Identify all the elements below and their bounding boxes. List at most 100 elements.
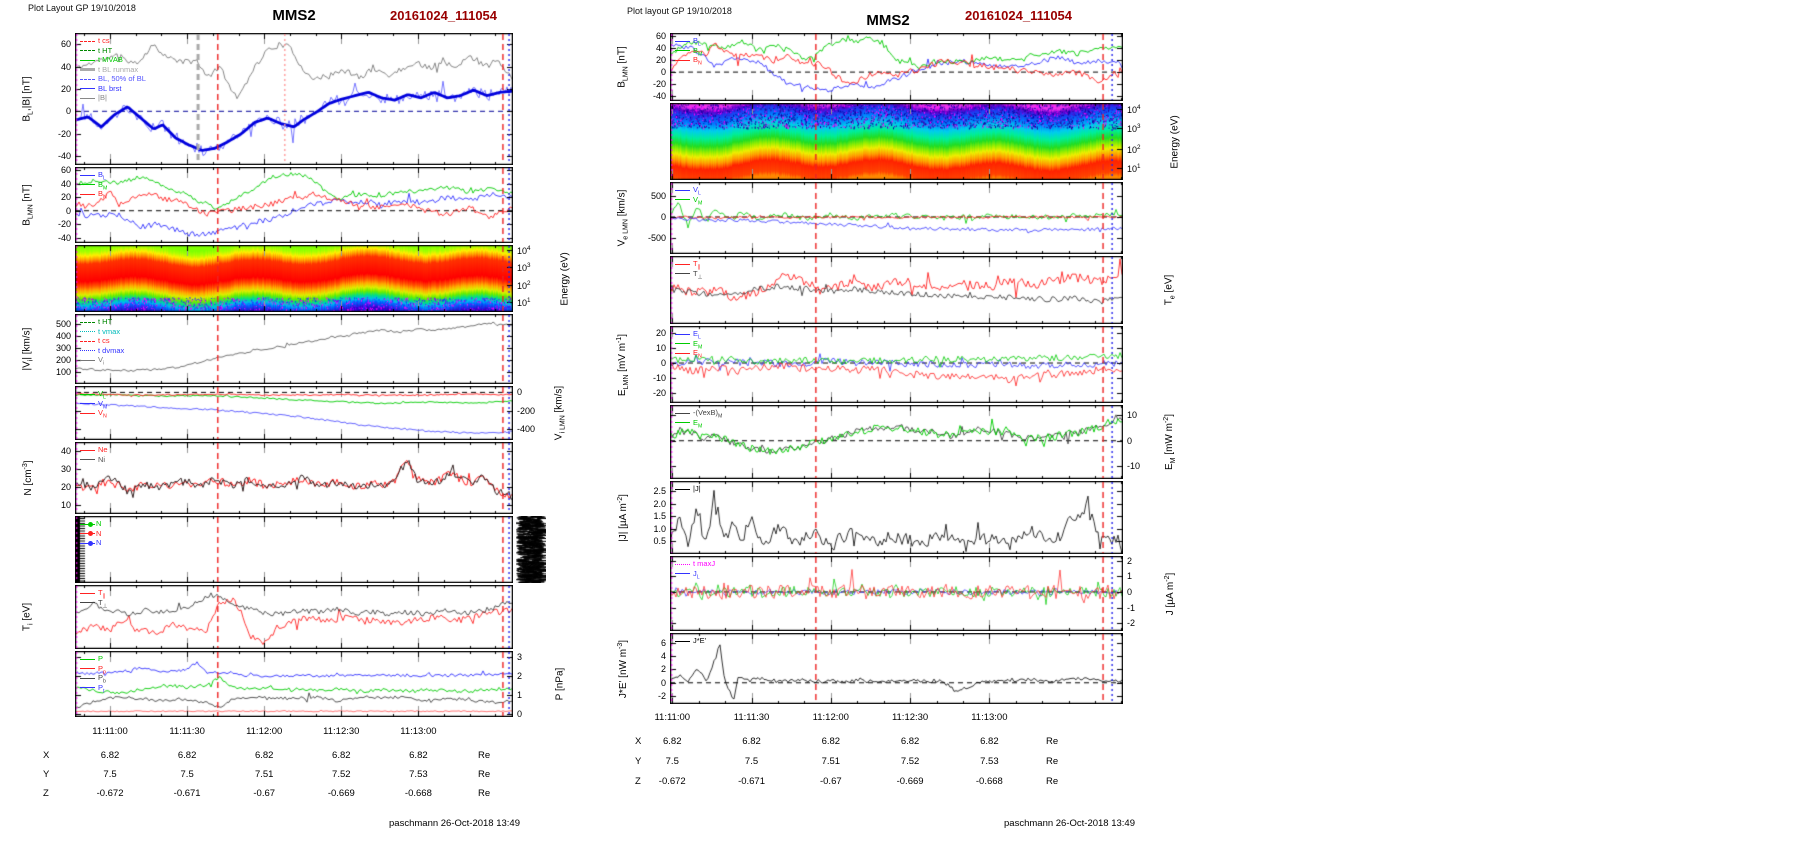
b-field-ytick: -20: [57, 128, 71, 139]
b-field-ylabel: BL,|B| [nT]: [21, 76, 35, 122]
b-lmn-legend-item: BM: [80, 180, 107, 193]
b-lmn-e-legend-item: BM: [675, 46, 702, 59]
vi-mag-legend-item: Vi: [80, 356, 104, 368]
legend-line-swatch: [675, 199, 690, 201]
legend-label: BL: [693, 36, 701, 48]
j-lmn-ytick: -2: [1127, 618, 1136, 629]
legend-line-swatch: [675, 50, 690, 52]
legend-label: P: [98, 654, 104, 663]
b-field-legend-item: t HT: [80, 46, 112, 55]
legend-line-swatch: [80, 40, 95, 42]
legend-line-swatch: [80, 677, 95, 679]
ti-plot: [75, 585, 513, 649]
legend-label: EM: [693, 338, 703, 350]
right-run-id: 20161024_111054: [965, 8, 1073, 23]
ephemeris-unit: Re: [478, 769, 491, 780]
legend-label: Pt: [98, 682, 105, 694]
legend-label: t vmax: [98, 326, 121, 336]
ion-spectrogram-ytick: 102: [517, 280, 531, 292]
ephemeris-unit: Re: [1046, 776, 1059, 787]
ephemeris-unit: Re: [1046, 736, 1059, 747]
ve-lmn-ytick: 0: [660, 211, 666, 222]
ni-partial-garbled-axis: [516, 516, 546, 583]
legend-label: N: [96, 528, 102, 538]
b-lmn-ytick: -40: [57, 232, 71, 243]
ve-lmn-legend-item: VM: [675, 194, 703, 208]
ephemeris-value: 6.82: [821, 736, 841, 747]
electron-spectrogram-ytick: 104: [1127, 104, 1141, 116]
legend-label: t BL runmax: [98, 64, 139, 74]
legend-line-swatch: [675, 412, 690, 414]
legend-label: VN: [98, 408, 107, 420]
legend-label: T⊥: [693, 268, 703, 280]
ephemeris-value: 7.5: [103, 769, 117, 780]
legend-label: N: [96, 519, 102, 528]
legend-line-swatch: [675, 563, 690, 565]
vi-lmn-legend-item: VN: [80, 409, 107, 421]
ephemeris-value: -0.668: [404, 788, 432, 799]
b-lmn-plot: [75, 167, 513, 243]
ephemeris-value: -0.669: [896, 776, 924, 787]
b-field-legend-item: BL brst: [80, 84, 121, 93]
time-tick-label: 11:12:30: [891, 712, 929, 723]
b-lmn-e-legend-item: BL: [675, 37, 701, 49]
legend-label: VM: [693, 194, 703, 206]
j-lmn-ytick: 0: [1127, 586, 1133, 597]
ephemeris-value: 6.82: [254, 750, 274, 761]
b-lmn-ylabel: BLMN [nT]: [21, 184, 35, 226]
b-field-legend-item: t MVAB: [80, 56, 123, 64]
legend-label: BN: [693, 55, 702, 67]
ni-partial-legend-item: N: [80, 520, 101, 528]
vi-lmn-ylabel: Vi LMN [km/s]: [553, 385, 567, 441]
legend-label: -(VexB)M: [693, 408, 723, 420]
legend-label: |J|: [693, 484, 701, 493]
ephemeris-value: -0.672: [96, 788, 124, 799]
j-mag-ylabel: |J| [µA m-2]: [616, 493, 630, 542]
b-lmn-e-ytick: 60: [655, 31, 666, 41]
ti-legend-item: T⊥: [80, 598, 107, 611]
right-plot-layout-label: Plot layout GP 19/10/2018: [627, 6, 732, 16]
b-field-ytick: -40: [57, 151, 71, 162]
legend-label: t cs: [98, 336, 110, 345]
b-lmn-ytick: -20: [57, 219, 71, 230]
legend-line-swatch: [675, 59, 690, 61]
ve-lmn-plot: [670, 182, 1123, 254]
vi-mag-ytick: 400: [55, 330, 71, 341]
legend-line-swatch: [675, 422, 690, 424]
legend-dot-marker: [88, 531, 93, 537]
vi-lmn-legend-item: VL: [80, 390, 106, 402]
legend-label: t cs: [98, 36, 110, 45]
legend-line-swatch: [675, 189, 690, 191]
legend-label: EL: [693, 329, 701, 341]
ephemeris-value: 7.51: [254, 769, 274, 780]
jdote-ytick: -2: [657, 691, 666, 702]
pressure-ytick: 2: [517, 670, 523, 681]
ephemeris-value: 7.53: [409, 769, 428, 780]
legend-label: JL: [693, 568, 700, 580]
ephemeris-value: -0.67: [819, 776, 842, 787]
legend-line-swatch: [675, 488, 690, 490]
legend-line-swatch: [675, 40, 690, 42]
ephemeris-value: 7.51: [821, 756, 841, 767]
legend-line-swatch: [80, 542, 95, 544]
ephemeris-value: -0.671: [173, 788, 201, 799]
legend-line-swatch: [80, 340, 95, 342]
legend-line-swatch: [80, 350, 95, 352]
vi-mag-legend-item: t cs: [80, 337, 110, 345]
e-lmn-ytick: -10: [652, 372, 666, 383]
j-lmn-ytick: 1: [1127, 571, 1133, 582]
ephemeris-unit: Re: [1046, 756, 1059, 767]
e-lmn-ytick: 20: [655, 328, 666, 339]
left-run-id: 20161024_111054: [390, 8, 498, 23]
ephemeris-value: 7.52: [332, 769, 351, 780]
jdote-ytick: 2: [660, 664, 666, 675]
ni-partial-ylabel: Ni [cm-3]: [525, 531, 541, 568]
legend-line-swatch: [80, 592, 95, 594]
j-lmn-ylabel: J [µA m-2]: [1163, 572, 1177, 615]
vi-lmn-plot: [75, 386, 513, 440]
legend-line-swatch: [675, 333, 690, 335]
b-lmn-e-ytick: 20: [655, 55, 666, 66]
ephemeris-value: 6.82: [742, 736, 761, 747]
legend-label: |B|: [98, 93, 107, 102]
b-field-ytick: 60: [60, 39, 71, 50]
